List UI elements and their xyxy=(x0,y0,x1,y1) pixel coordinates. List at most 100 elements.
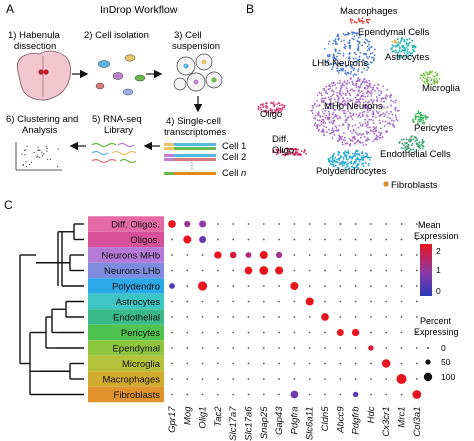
tsne-point xyxy=(340,88,342,90)
tsne-point xyxy=(361,17,364,20)
tsne-point xyxy=(408,37,411,40)
pct-tick-100: 100 xyxy=(441,372,455,382)
tsne-point xyxy=(327,43,330,45)
dot-background xyxy=(171,393,173,396)
tsne-point xyxy=(392,123,394,125)
dot-background xyxy=(171,238,173,241)
dot-background xyxy=(262,285,265,287)
tsne-point xyxy=(264,109,267,112)
tsne-point xyxy=(272,101,275,104)
dot-background xyxy=(385,269,388,272)
tsne-point xyxy=(380,100,383,103)
tsne-point xyxy=(329,87,331,90)
dot-background xyxy=(232,378,235,380)
dot-background xyxy=(171,254,173,256)
tsne-point xyxy=(349,93,351,96)
dot-background xyxy=(278,223,280,225)
dot-background xyxy=(201,378,204,380)
tsne-point xyxy=(359,85,362,88)
tsne-point xyxy=(357,134,360,136)
tsne-point xyxy=(378,114,381,117)
tsne-point xyxy=(374,48,376,51)
dot-diff-oligos--olig1 xyxy=(199,220,207,228)
tsne-point xyxy=(381,136,384,138)
tsne-point xyxy=(338,124,341,127)
row-label: Astrocytes xyxy=(116,297,161,308)
isolated-cells-icon xyxy=(95,54,146,96)
tsne-point xyxy=(341,100,344,103)
tsne-point xyxy=(368,100,370,103)
dot-background xyxy=(293,316,296,318)
tsne-point xyxy=(355,84,358,87)
tsne-point xyxy=(257,105,260,108)
tsne-point xyxy=(366,49,369,52)
dot-background xyxy=(385,238,388,241)
dot-background xyxy=(217,316,219,318)
step-1-line-2: dissection xyxy=(14,41,56,52)
dot-background xyxy=(262,362,265,365)
dot-background xyxy=(354,347,357,349)
tsne-point xyxy=(390,119,393,122)
tsne-point xyxy=(349,139,352,142)
dot-background xyxy=(324,347,326,349)
tsne-point xyxy=(343,84,345,87)
tsne-point xyxy=(337,99,340,101)
tsne-point xyxy=(361,141,364,144)
tsne-point xyxy=(327,88,330,91)
dot-neurons-lhb-snap25 xyxy=(259,266,269,275)
tsne-point xyxy=(407,43,409,45)
tsne-point xyxy=(392,100,395,103)
row-label-box xyxy=(88,262,164,279)
tsne-point xyxy=(349,72,352,75)
dot-background xyxy=(308,362,311,365)
tsne-point xyxy=(407,144,410,147)
tsne-point xyxy=(400,51,402,53)
tsne-point xyxy=(325,91,327,94)
tsne-point xyxy=(365,155,367,158)
tsne-point xyxy=(410,148,412,151)
tsne-point xyxy=(332,112,335,114)
tsne-point xyxy=(394,45,397,48)
tsne-point xyxy=(396,38,399,41)
tsne-point xyxy=(362,159,365,161)
tsne-point xyxy=(433,75,436,78)
tsne-point xyxy=(372,110,374,112)
tsne-point xyxy=(365,80,368,83)
dot-background xyxy=(415,285,418,287)
tsne-point xyxy=(283,106,286,109)
tsne-point xyxy=(402,44,405,47)
dot-background xyxy=(324,362,326,365)
tsne-point xyxy=(405,55,408,58)
label-pericytes: Pericytes xyxy=(414,123,453,134)
tsne-point xyxy=(358,158,361,161)
dot-background xyxy=(400,393,403,396)
tsne-point xyxy=(365,107,367,109)
tsne-point xyxy=(363,110,366,113)
tsne-point xyxy=(406,56,409,59)
tsne-point xyxy=(402,55,405,58)
tsne-point xyxy=(433,79,435,82)
dot-oligos--olig1 xyxy=(199,236,207,243)
tsne-point xyxy=(385,97,387,100)
tsne-point xyxy=(343,153,346,156)
tsne-point xyxy=(345,73,348,76)
tsne-point xyxy=(391,47,394,49)
tsne-point xyxy=(362,115,364,118)
tsne-point xyxy=(380,92,382,95)
tsne-point xyxy=(341,141,344,144)
tsne-point xyxy=(367,40,370,43)
tsne-point xyxy=(381,113,383,116)
tsne-point xyxy=(402,144,405,146)
tsne-point xyxy=(318,92,321,94)
dot-background xyxy=(293,362,296,365)
tsne-point xyxy=(354,96,357,99)
tsne-point xyxy=(357,46,360,48)
tsne-point xyxy=(349,52,351,54)
tsne-point xyxy=(318,104,321,106)
pct-legend-title-1: Percent xyxy=(420,316,452,326)
tsne-point xyxy=(399,47,401,50)
tsne-point xyxy=(353,61,356,64)
tsne-point xyxy=(336,91,339,94)
tsne-point xyxy=(396,55,399,58)
transcriptome-barcodes: ⋮ xyxy=(164,143,216,175)
